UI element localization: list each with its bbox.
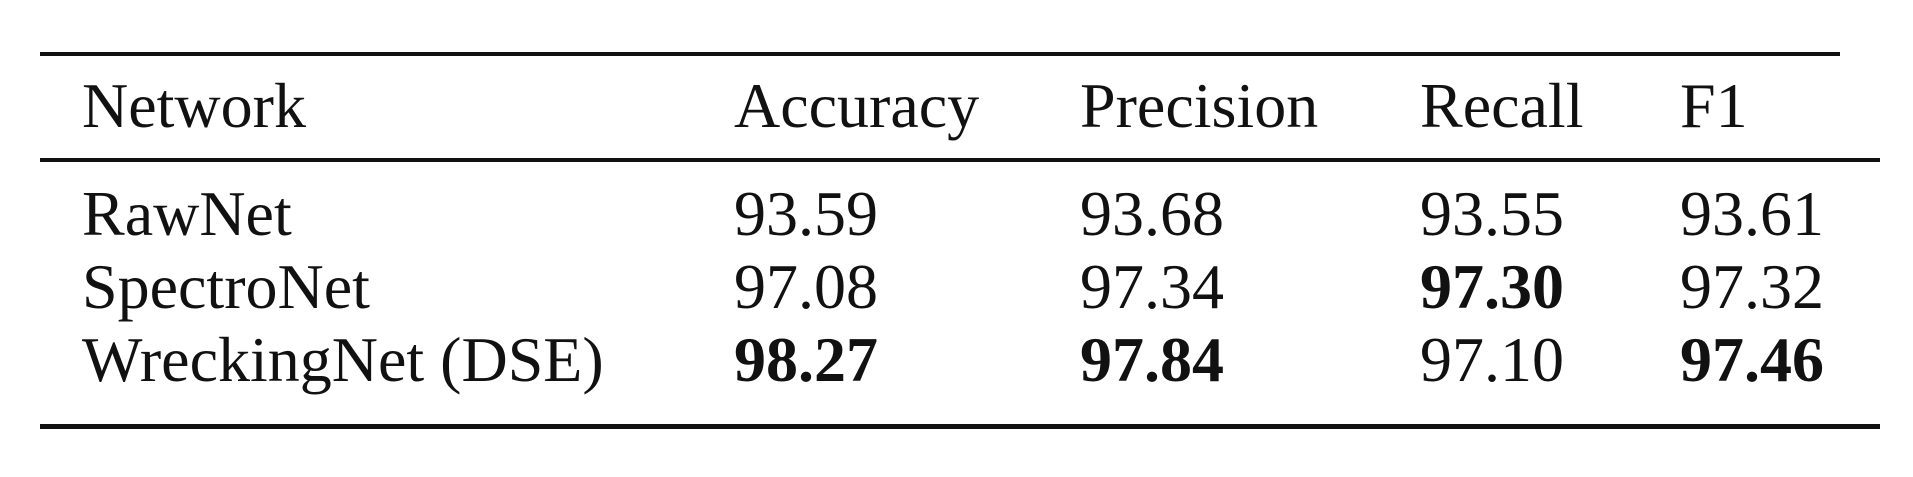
header-f1: F1 (1680, 70, 1748, 141)
header-precision: Precision (1080, 70, 1319, 141)
row-spectronet-f1: 97.32 (1680, 251, 1824, 322)
row-rawnet-accuracy: 93.59 (734, 178, 878, 249)
row-rawnet-f1: 93.61 (1680, 178, 1824, 249)
header-accuracy: Accuracy (734, 70, 980, 141)
row-spectronet-network: SpectroNet (82, 251, 370, 322)
header-recall: Recall (1420, 70, 1584, 141)
row-rawnet-precision: 93.68 (1080, 178, 1224, 249)
header-rule (40, 158, 1880, 162)
row-spectronet-accuracy: 97.08 (734, 251, 878, 322)
row-wreckingnet-precision: 97.84 (1080, 324, 1224, 395)
row-rawnet-network: RawNet (82, 178, 292, 249)
row-spectronet-recall: 97.30 (1420, 251, 1564, 322)
row-wreckingnet-network: WreckingNet (DSE) (82, 324, 604, 395)
top-rule (40, 52, 1840, 56)
row-spectronet-precision: 97.34 (1080, 251, 1224, 322)
row-wreckingnet-accuracy: 98.27 (734, 324, 878, 395)
header-network: Network (82, 70, 306, 141)
bottom-rule (40, 424, 1880, 429)
row-wreckingnet-recall: 97.10 (1420, 324, 1564, 395)
row-rawnet-recall: 93.55 (1420, 178, 1564, 249)
row-wreckingnet-f1: 97.46 (1680, 324, 1824, 395)
